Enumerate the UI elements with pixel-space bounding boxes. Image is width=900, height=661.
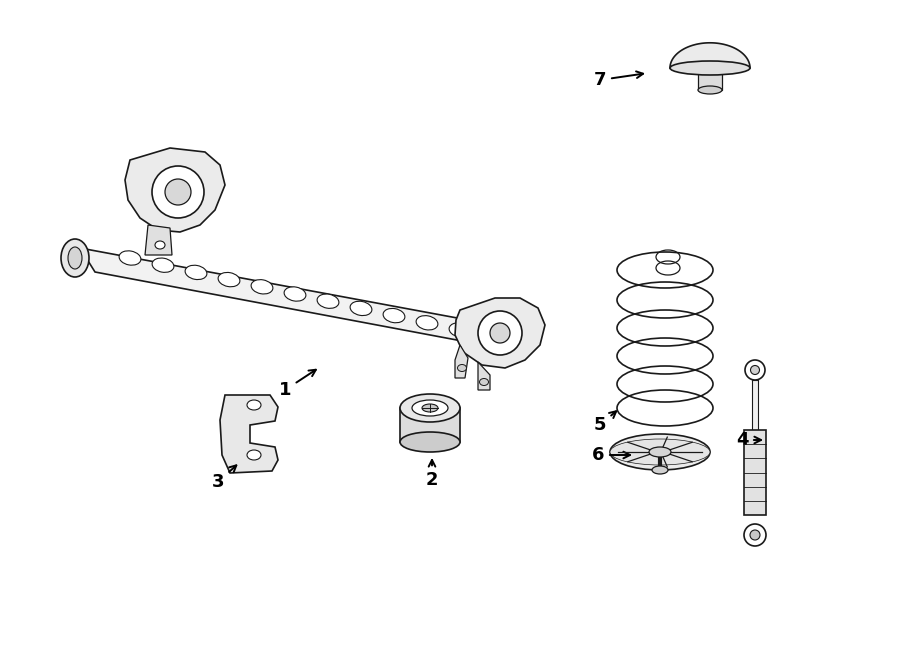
Bar xyxy=(744,430,766,515)
Text: 2: 2 xyxy=(426,460,438,489)
Ellipse shape xyxy=(480,379,489,385)
Polygon shape xyxy=(220,395,278,473)
Ellipse shape xyxy=(185,265,207,280)
Text: 4: 4 xyxy=(736,431,761,449)
Ellipse shape xyxy=(119,251,141,265)
Text: 1: 1 xyxy=(279,369,316,399)
Ellipse shape xyxy=(350,301,372,315)
Ellipse shape xyxy=(744,524,766,546)
Ellipse shape xyxy=(155,241,165,249)
Text: 7: 7 xyxy=(594,71,644,89)
Polygon shape xyxy=(125,148,225,232)
Ellipse shape xyxy=(251,280,273,294)
Bar xyxy=(698,68,722,90)
Ellipse shape xyxy=(400,394,460,422)
Polygon shape xyxy=(670,43,750,68)
Text: 5: 5 xyxy=(594,411,616,434)
Ellipse shape xyxy=(68,247,82,269)
Ellipse shape xyxy=(422,404,438,412)
Ellipse shape xyxy=(400,432,460,452)
Ellipse shape xyxy=(610,439,710,465)
Text: 3: 3 xyxy=(212,465,237,491)
Ellipse shape xyxy=(751,366,760,375)
Ellipse shape xyxy=(152,166,204,218)
Polygon shape xyxy=(145,225,172,255)
Ellipse shape xyxy=(61,239,89,277)
Ellipse shape xyxy=(218,272,240,287)
Polygon shape xyxy=(80,248,510,350)
Ellipse shape xyxy=(284,287,306,301)
Ellipse shape xyxy=(383,309,405,323)
Ellipse shape xyxy=(152,258,174,272)
Text: 6: 6 xyxy=(592,446,630,464)
Ellipse shape xyxy=(649,447,671,457)
Polygon shape xyxy=(400,408,460,442)
Ellipse shape xyxy=(490,323,510,343)
Polygon shape xyxy=(455,345,468,378)
Bar xyxy=(752,380,758,430)
Ellipse shape xyxy=(495,327,505,345)
Ellipse shape xyxy=(317,294,339,309)
Ellipse shape xyxy=(670,61,750,75)
Ellipse shape xyxy=(750,530,760,540)
Ellipse shape xyxy=(412,400,448,416)
Ellipse shape xyxy=(610,434,710,470)
Ellipse shape xyxy=(698,86,722,94)
Ellipse shape xyxy=(745,360,765,380)
Ellipse shape xyxy=(416,316,438,330)
Polygon shape xyxy=(478,362,490,390)
Ellipse shape xyxy=(247,400,261,410)
Ellipse shape xyxy=(247,450,261,460)
Ellipse shape xyxy=(165,179,191,205)
Ellipse shape xyxy=(449,323,471,337)
Ellipse shape xyxy=(652,466,668,474)
Ellipse shape xyxy=(478,311,522,355)
Polygon shape xyxy=(455,298,545,368)
Ellipse shape xyxy=(457,364,466,371)
Ellipse shape xyxy=(489,320,511,352)
